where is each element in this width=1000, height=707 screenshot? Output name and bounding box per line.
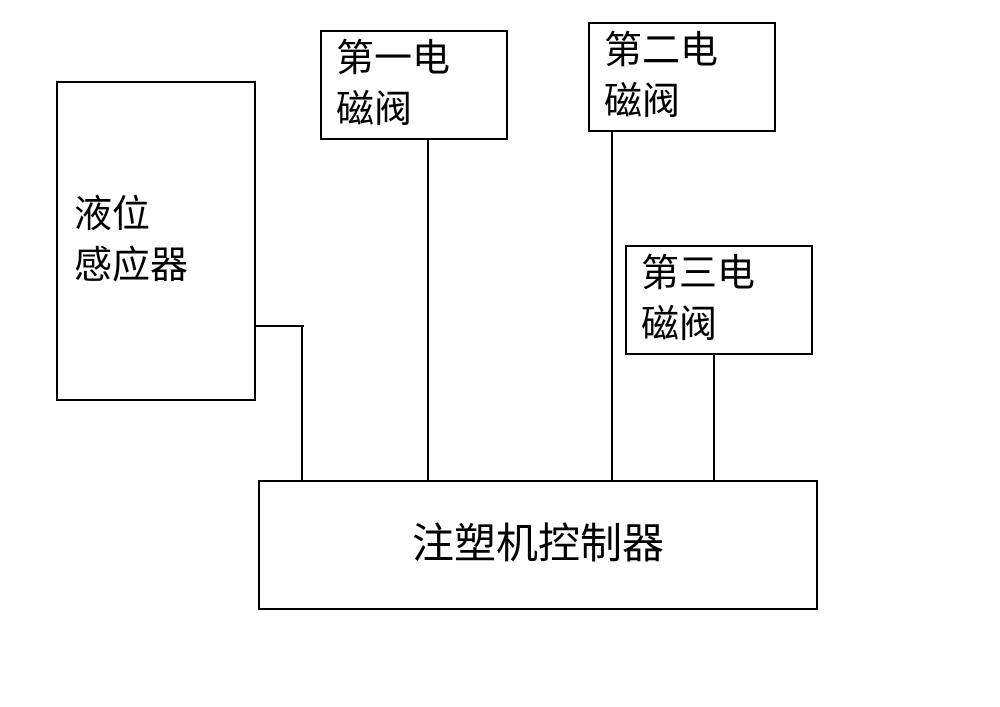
edge-segment bbox=[301, 326, 303, 480]
node-valve-2: 第二电磁阀 bbox=[588, 22, 776, 132]
edge-segment bbox=[611, 132, 613, 480]
diagram-canvas: 液位感应器 第一电磁阀 第二电磁阀 第三电磁阀 注塑机控制器 bbox=[0, 0, 1000, 707]
node-valve-1-label: 第一电磁阀 bbox=[336, 34, 450, 137]
node-controller: 注塑机控制器 bbox=[258, 480, 818, 610]
node-level-sensor: 液位感应器 bbox=[56, 81, 256, 401]
node-level-sensor-label: 液位感应器 bbox=[74, 190, 188, 293]
node-valve-3-label: 第三电磁阀 bbox=[641, 249, 755, 352]
node-controller-label: 注塑机控制器 bbox=[412, 517, 664, 574]
edge-segment bbox=[256, 325, 304, 327]
edge-segment bbox=[713, 355, 715, 480]
node-valve-3: 第三电磁阀 bbox=[625, 245, 813, 355]
node-valve-1: 第一电磁阀 bbox=[320, 30, 508, 140]
edge-segment bbox=[427, 140, 429, 480]
node-valve-2-label: 第二电磁阀 bbox=[604, 26, 718, 129]
